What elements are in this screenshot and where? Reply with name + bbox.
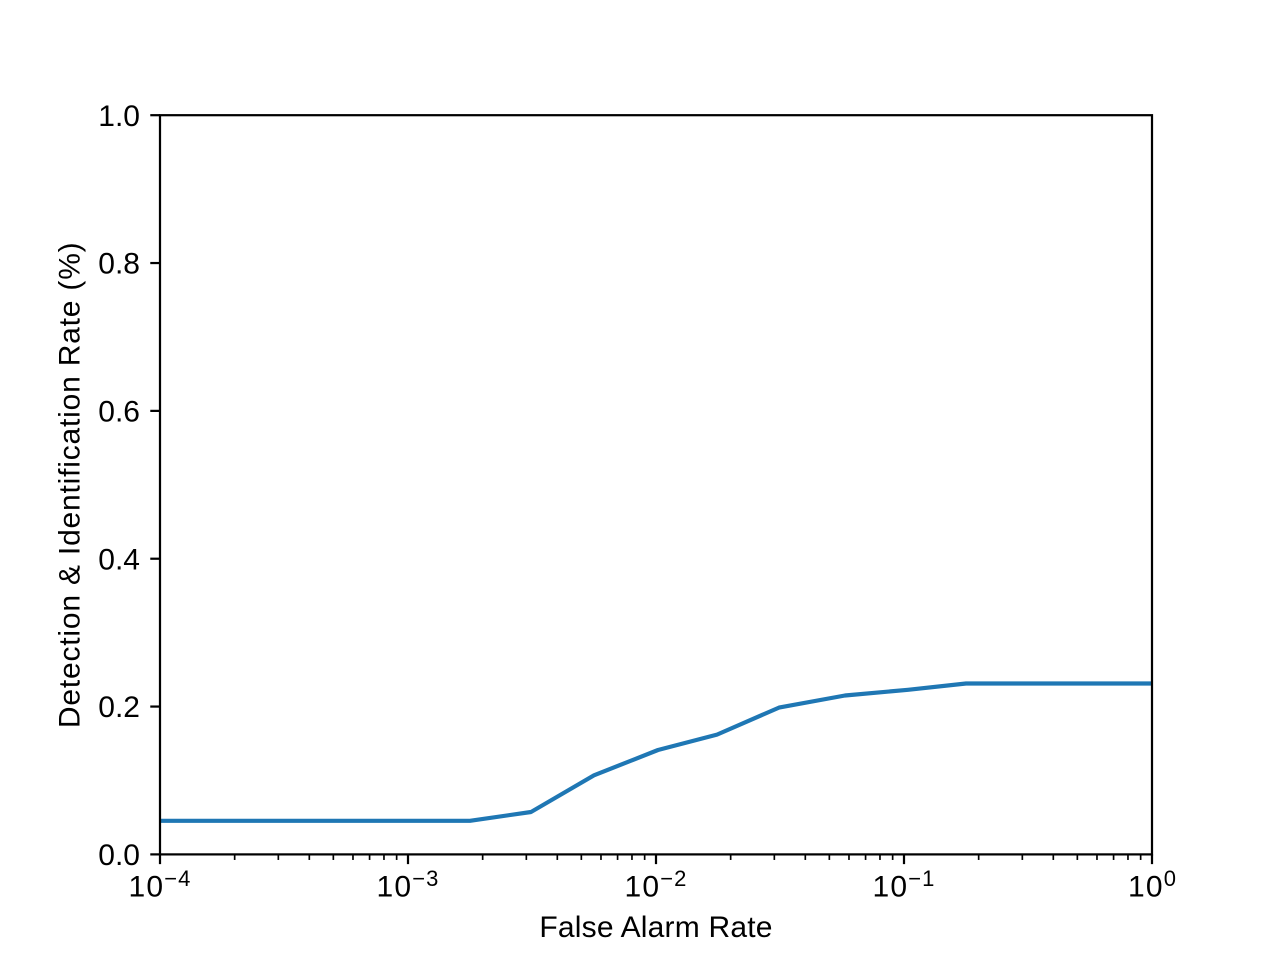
svg-text:10−3: 10−3 xyxy=(377,866,440,904)
svg-text:Detection & Identification Rat: Detection & Identification Rate (%) xyxy=(54,242,87,729)
svg-text:0.8: 0.8 xyxy=(98,248,140,281)
svg-text:1.0: 1.0 xyxy=(98,100,140,133)
svg-text:0.0: 0.0 xyxy=(98,839,140,872)
svg-text:10−4: 10−4 xyxy=(129,866,192,904)
svg-text:0.4: 0.4 xyxy=(98,543,140,576)
svg-text:0.6: 0.6 xyxy=(98,395,140,428)
svg-text:0.2: 0.2 xyxy=(98,691,140,724)
svg-text:False Alarm Rate: False Alarm Rate xyxy=(539,911,772,944)
